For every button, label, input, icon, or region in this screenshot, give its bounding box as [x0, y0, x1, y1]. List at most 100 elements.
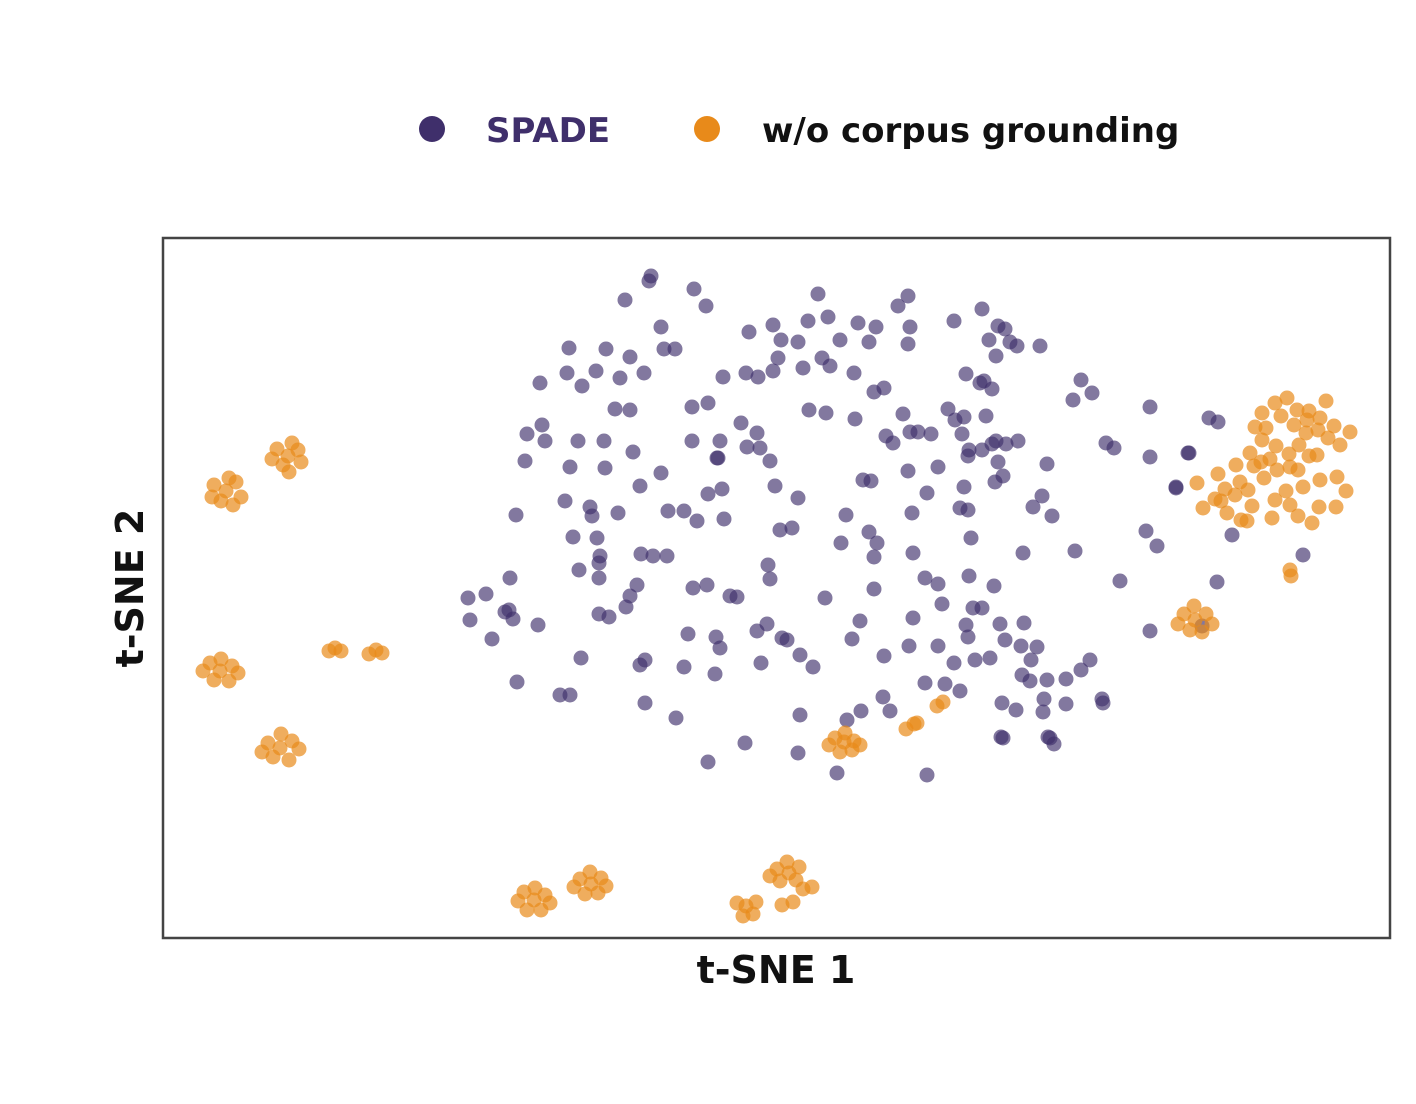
spade-point: [1065, 392, 1081, 408]
wo-grounding-point: [293, 454, 309, 470]
wo-grounding-point: [321, 643, 337, 659]
wo-grounding-point: [729, 895, 745, 911]
spade-point: [792, 647, 808, 663]
wo-grounding-point: [1210, 466, 1226, 482]
wo-grounding-point: [1219, 505, 1235, 521]
spade-point: [961, 568, 977, 584]
wo-grounding-point: [1189, 475, 1205, 491]
spade-point: [534, 417, 550, 433]
spade-point: [610, 505, 626, 521]
spade-point: [767, 478, 783, 494]
wo-grounding-point: [1242, 445, 1258, 461]
legend-label-wo-grounding: w/o corpus grounding: [762, 111, 1179, 151]
spade-point: [930, 576, 946, 592]
legend-marker-spade: [419, 116, 445, 142]
wo-grounding-point: [837, 725, 853, 741]
wo-grounding-point: [1279, 390, 1295, 406]
spade-point: [876, 648, 892, 664]
spade-point: [589, 530, 605, 546]
wo-grounding-point: [206, 672, 222, 688]
wo-grounding-point: [852, 737, 868, 753]
wo-grounding-point: [1267, 492, 1283, 508]
spade-point: [497, 604, 513, 620]
spade-point: [790, 334, 806, 350]
wo-grounding-point: [221, 470, 237, 486]
spade-point: [1067, 543, 1083, 559]
spade-point: [588, 363, 604, 379]
spade-point: [1036, 691, 1052, 707]
spade-point: [637, 695, 653, 711]
spade-point: [709, 450, 725, 466]
wo-grounding-point: [821, 737, 837, 753]
spade-point: [990, 454, 1006, 470]
wo-grounding-point: [1269, 462, 1285, 478]
wo-grounding-point: [1310, 422, 1326, 438]
wo-grounding-point: [1228, 457, 1244, 473]
wo-grounding-point: [1282, 497, 1298, 513]
wo-grounding-point: [1204, 616, 1220, 632]
wo-grounding-point: [264, 451, 280, 467]
wo-grounding-point: [1328, 499, 1344, 515]
spade-point: [519, 426, 535, 442]
wo-grounding-point: [1318, 393, 1334, 409]
spade-point: [645, 548, 661, 564]
spade-point: [952, 683, 968, 699]
wo-grounding-point: [577, 886, 593, 902]
spade-point: [537, 433, 553, 449]
spade-point: [680, 626, 696, 642]
wo-grounding-point: [1312, 472, 1328, 488]
wo-grounding-point: [1326, 418, 1342, 434]
spade-point: [917, 570, 933, 586]
spade-point: [1025, 499, 1041, 515]
points-layer: [195, 268, 1358, 924]
spade-point: [832, 332, 848, 348]
spade-point: [668, 710, 684, 726]
wo-grounding-point: [1281, 446, 1297, 462]
spade-point: [1095, 695, 1111, 711]
spade-point: [956, 479, 972, 495]
spade-point: [1040, 729, 1056, 745]
spade-point: [820, 309, 836, 325]
spade-point: [934, 596, 950, 612]
wo-grounding-point: [1239, 513, 1255, 529]
spade-point: [986, 578, 1002, 594]
spade-point: [636, 365, 652, 381]
wo-grounding-point: [1186, 598, 1202, 614]
spade-point: [790, 745, 806, 761]
spade-point: [774, 630, 790, 646]
spade-point: [502, 570, 518, 586]
spade-point: [1010, 433, 1026, 449]
wo-grounding-point: [284, 435, 300, 451]
spade-point: [963, 530, 979, 546]
spade-point: [863, 473, 879, 489]
wo-grounding-point: [1298, 425, 1314, 441]
spade-point: [571, 562, 587, 578]
spade-point: [869, 535, 885, 551]
spade-point: [982, 650, 998, 666]
spade-point: [656, 341, 672, 357]
spade-point: [790, 490, 806, 506]
wo-grounding-point: [1304, 515, 1320, 531]
spade-point: [700, 395, 716, 411]
spade-point: [530, 617, 546, 633]
wo-grounding-point: [1329, 469, 1345, 485]
wo-grounding-point: [935, 694, 951, 710]
wo-grounding-point: [213, 651, 229, 667]
wo-grounding-point: [1332, 437, 1348, 453]
spade-point: [875, 689, 891, 705]
spade-point: [712, 433, 728, 449]
series-wo-corpus-grounding: [195, 390, 1358, 924]
spade-point: [1209, 574, 1225, 590]
wo-grounding-point: [582, 864, 598, 880]
spade-point: [565, 529, 581, 545]
spade-point: [772, 522, 788, 538]
legend-label-spade: SPADE: [486, 111, 610, 151]
spade-point: [1008, 702, 1024, 718]
wo-grounding-point: [254, 744, 270, 760]
spade-point: [1034, 488, 1050, 504]
spade-point: [1039, 456, 1055, 472]
spade-point: [1224, 527, 1240, 543]
wo-grounding-point: [1309, 447, 1325, 463]
spade-point: [890, 298, 906, 314]
spade-point: [462, 612, 478, 628]
